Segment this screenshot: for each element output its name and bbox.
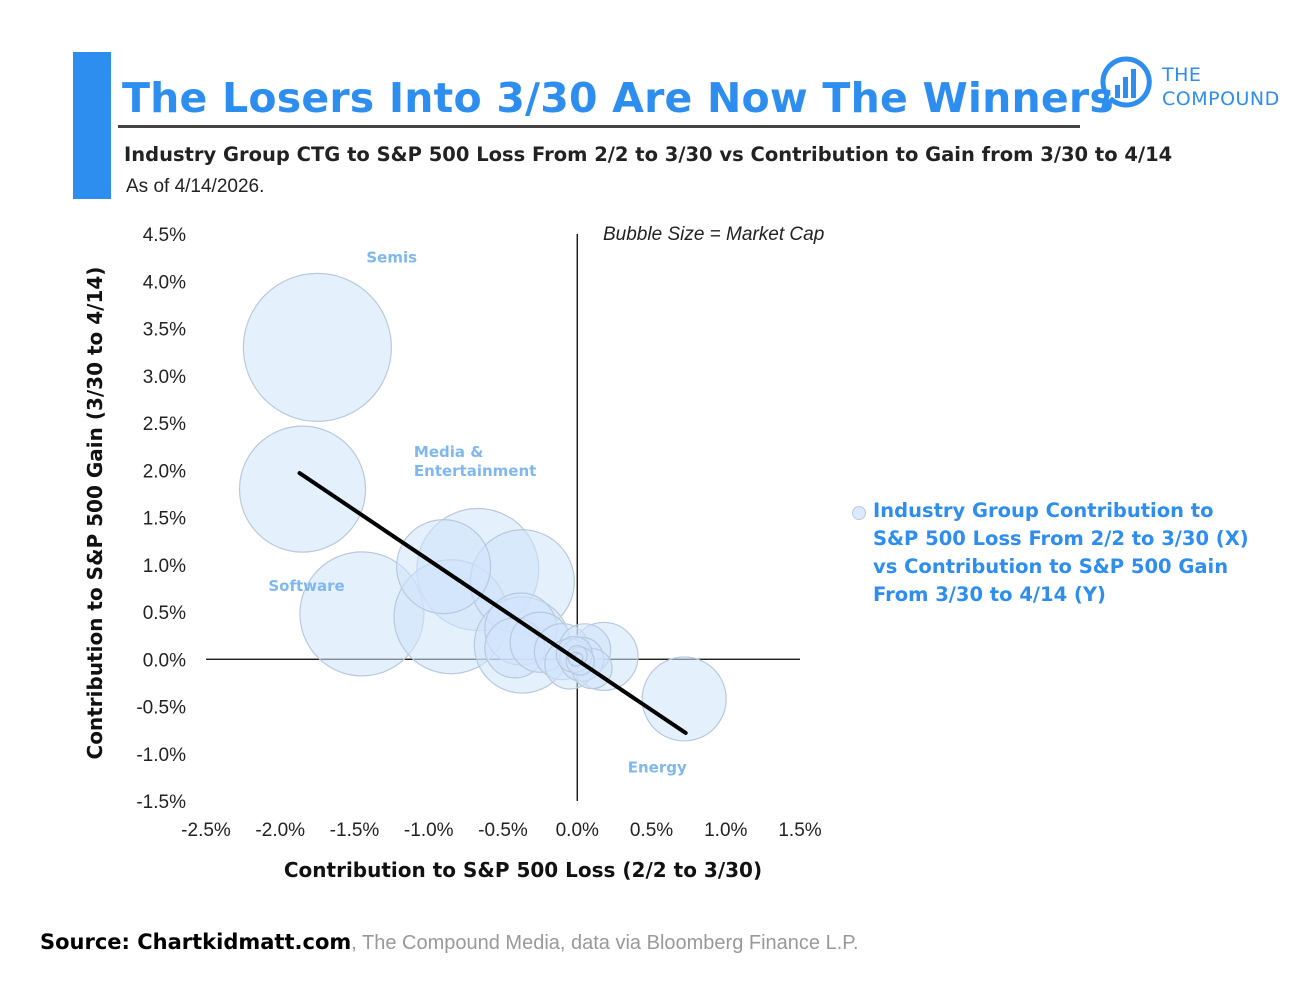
x-tick-label: 0.0% [556, 820, 599, 841]
y-tick-label: -1.5% [136, 792, 186, 813]
bubble-annotation: Media & [414, 443, 483, 461]
y-tick-label: -0.5% [136, 698, 186, 719]
bubble [641, 656, 727, 742]
y-tick-label: 1.0% [143, 556, 186, 577]
source-bold: Source: Chartkidmatt.com [40, 930, 352, 954]
accent-bar [73, 52, 111, 199]
x-axis-title: Contribution to S&P 500 Loss (2/2 to 3/3… [284, 858, 762, 882]
x-tick-label: 1.5% [778, 820, 821, 841]
bubble [238, 425, 367, 553]
x-tick-label: -0.5% [478, 820, 528, 841]
logo-text-line2: COMPOUND [1162, 88, 1280, 110]
bubbles [238, 272, 727, 742]
title-underline [118, 125, 1080, 128]
the-compound-logo: THE COMPOUND [1098, 52, 1298, 114]
x-tick-labels: -2.5% -2.0% -1.5% -1.0% -0.5% 0.0% 0.5% 1.0% 1.5… [181, 820, 822, 841]
legend-label: Industry Group Contribution to S&P 500 L… [873, 499, 1249, 606]
y-tick-label: 1.5% [143, 509, 186, 530]
legend-marker [852, 506, 866, 520]
x-tick-label: -2.5% [181, 820, 231, 841]
y-tick-label: 2.0% [143, 461, 186, 482]
as-of-date: As of 4/14/2026. [126, 176, 265, 197]
bubble-annotation: Semis [366, 248, 417, 266]
source-note: Source: Chartkidmatt.com, The Compound M… [40, 930, 859, 955]
y-tick-label: 0.5% [143, 603, 186, 624]
trendline-group [297, 471, 688, 735]
y-axis-title: Contribution to S&P 500 Gain (3/30 to 4/… [83, 267, 107, 760]
y-tick-label: 3.0% [143, 367, 186, 388]
logo-chat-bars-icon [1100, 56, 1152, 112]
bubble-annotation: Entertainment [414, 462, 536, 480]
bubble-size-note: Bubble Size = Market Cap [603, 224, 824, 245]
x-tick-label: 0.5% [630, 820, 673, 841]
y-tick-label: 4.0% [143, 272, 186, 293]
source-rest: , The Compound Media, data via Bloomberg… [351, 932, 859, 954]
trendline [297, 471, 688, 735]
legend: Industry Group Contribution to S&P 500 L… [852, 497, 1252, 609]
x-tick-label: 1.0% [704, 820, 747, 841]
bubble-annotation: Software [268, 577, 344, 595]
bubble [396, 519, 492, 615]
chart-subtitle: Industry Group CTG to S&P 500 Loss From … [124, 143, 1173, 166]
bubble-labels: Semis Media &Entertainment Software Energy [268, 248, 687, 776]
logo-text-line1: THE [1162, 64, 1202, 86]
y-tick-label: 4.5% [143, 225, 186, 246]
y-tick-label: 3.5% [143, 320, 186, 341]
chart-title: The Losers Into 3/30 Are Now The Winners [122, 74, 1114, 122]
y-tick-label: 0.0% [143, 650, 186, 671]
y-tick-labels: -1.5% -1.0% -0.5% 0.0% 0.5% 1.0% 1.5% 2.0% 2.5% 3… [136, 225, 186, 813]
y-tick-label: 2.5% [143, 414, 186, 435]
y-tick-label: -1.0% [136, 745, 186, 766]
bubble-annotation: Energy [628, 759, 687, 777]
x-tick-label: -2.0% [255, 820, 305, 841]
x-tick-label: -1.5% [330, 820, 380, 841]
x-tick-label: -1.0% [404, 820, 454, 841]
bubble [242, 272, 392, 422]
